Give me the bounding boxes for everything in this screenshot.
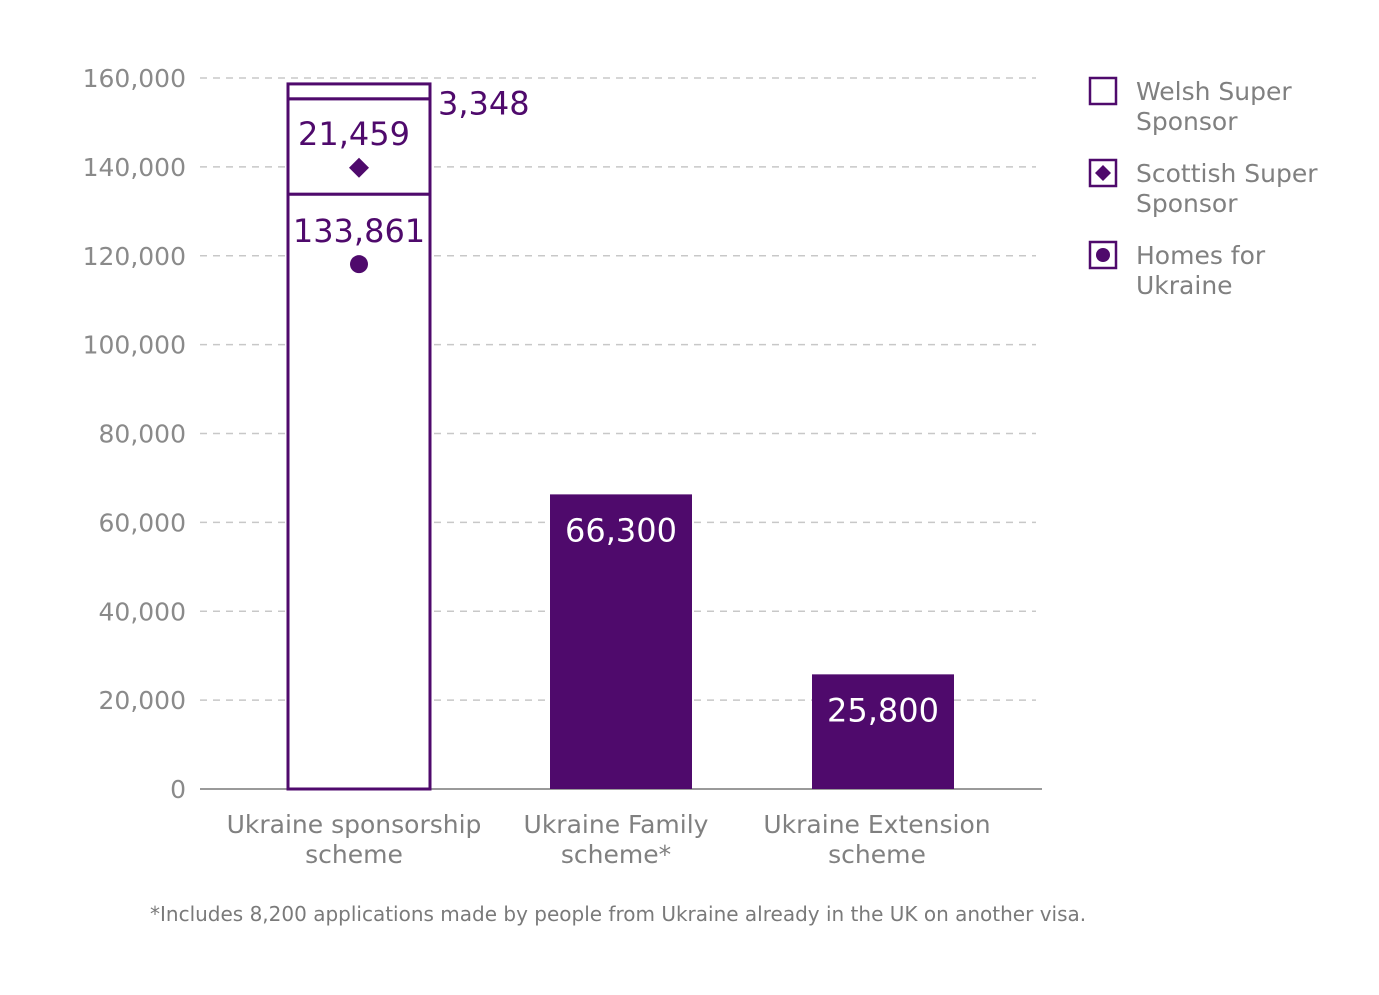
- marker-circle: [350, 255, 368, 274]
- bar-segment-scottish-super-sponsor: [286, 97, 432, 196]
- y-tick-label: 120,000: [83, 242, 186, 271]
- bar-segment-welsh-super-sponsor: [286, 82, 432, 101]
- x-category-label: Ukraine Family: [524, 810, 709, 839]
- footnote-layer: *Includes 8,200 applications made by peo…: [150, 902, 1086, 926]
- bars: [286, 82, 954, 791]
- y-tick-label: 40,000: [99, 597, 186, 626]
- footnote: *Includes 8,200 applications made by peo…: [150, 902, 1086, 926]
- data-labels: 133,861 21,459 3,348 66,300 25,800: [293, 84, 939, 729]
- y-tick-label: 80,000: [99, 420, 186, 449]
- legend-label: Sponsor: [1136, 107, 1238, 136]
- legend-label: Sponsor: [1136, 189, 1238, 218]
- y-tick-label: 160,000: [83, 64, 186, 93]
- y-tick-labels: 0 20,000 40,000 60,000 80,000 100,000 120,000 1…: [83, 64, 186, 804]
- legend-marker-diamond: [1095, 165, 1111, 181]
- legend-marker-circle: [1096, 248, 1110, 262]
- y-tick-label: 100,000: [83, 331, 186, 360]
- bar-solid: [550, 494, 692, 789]
- data-label-bar: 25,800: [827, 691, 939, 729]
- data-label-bar: 66,300: [565, 511, 677, 549]
- bar-solid: [812, 674, 954, 789]
- legend-label: Ukraine: [1136, 271, 1233, 300]
- y-tick-label: 60,000: [99, 508, 186, 537]
- legend-swatch: [1088, 76, 1118, 106]
- marker-diamond: [349, 157, 369, 178]
- y-tick-label: 20,000: [99, 686, 186, 715]
- x-category-label: scheme*: [561, 840, 671, 869]
- x-category-label: scheme: [828, 840, 926, 869]
- legend-label: Scottish Super: [1136, 159, 1318, 188]
- legend-label: Welsh Super: [1136, 77, 1292, 106]
- x-category-label: Ukraine Extension: [763, 810, 990, 839]
- y-tick-label: 140,000: [83, 153, 186, 182]
- bar-segment-homes-for-ukraine: [286, 192, 432, 791]
- legend-label: Homes for: [1136, 241, 1266, 270]
- x-category-label: Ukraine sponsorship: [227, 810, 482, 839]
- x-category-label: scheme: [305, 840, 403, 869]
- data-label-welsh-super-sponsor: 3,348: [438, 84, 530, 122]
- data-label-homes-for-ukraine: 133,861: [293, 212, 425, 250]
- y-tick-label: 0: [170, 775, 186, 804]
- data-label-scottish-super-sponsor: 21,459: [298, 115, 410, 153]
